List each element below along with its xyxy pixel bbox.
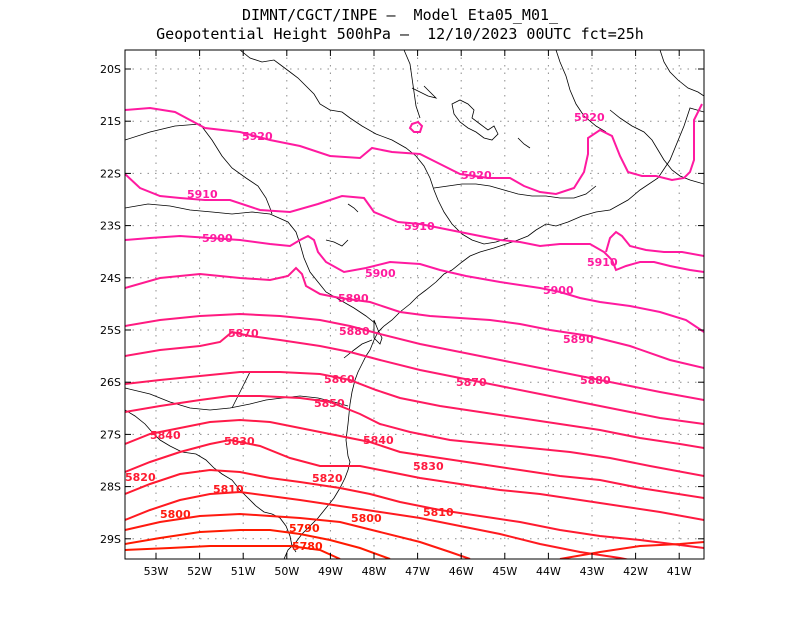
state-border	[343, 339, 373, 359]
state-border	[125, 409, 297, 553]
contour-label: 5810	[213, 483, 244, 496]
lon-tick-label: 44W	[536, 565, 561, 578]
contour-5840	[125, 418, 704, 499]
figure-title-line-1: DIMNT/CGCT/INPE – Model Eta05_M01_	[241, 6, 559, 24]
reservoir	[517, 137, 531, 149]
island	[373, 319, 383, 345]
state-border	[125, 123, 273, 215]
contour-label: 5800	[160, 508, 191, 521]
contour-5800	[125, 512, 471, 559]
reservoir	[347, 203, 359, 213]
contour-label: 5880	[339, 325, 370, 338]
contour-label: 5820	[125, 471, 156, 484]
contour-label: 5890	[338, 292, 369, 305]
reservoir	[451, 99, 499, 141]
coastline	[283, 107, 704, 559]
contour-label: 5890	[563, 333, 594, 346]
contour-label: 5870	[456, 376, 487, 389]
contour-label: 5850	[314, 397, 345, 410]
state-border	[125, 203, 377, 325]
contour-label: 5880	[580, 374, 611, 387]
axes: 53W 52W 51W 50W 49W 48W 47W 46W 45W 44W 43W 42W 41W 2…	[100, 50, 704, 578]
map-frame	[124, 49, 705, 560]
lat-tick-label: 23S	[100, 220, 121, 233]
contour-label: 5780	[292, 540, 323, 553]
contour-5830	[125, 438, 704, 521]
lon-tick-label: 47W	[405, 565, 430, 578]
lat-tick-label: 25S	[100, 324, 121, 337]
lat-tick-label: 22S	[100, 167, 121, 180]
contour-label: 5820	[312, 472, 343, 485]
contour-label: 5810	[423, 506, 454, 519]
state-border	[433, 183, 597, 199]
lon-tick-label: 41W	[667, 565, 692, 578]
state-border	[231, 371, 251, 409]
lon-tick-label: 50W	[274, 565, 299, 578]
contour-label: 5910	[404, 220, 435, 233]
contour-label: 5920	[242, 130, 273, 143]
contour-label: 5900	[543, 284, 574, 297]
lat-tick-label: 21S	[100, 115, 121, 128]
contour-label: 5900	[202, 232, 233, 245]
contour-label: 5800	[351, 512, 382, 525]
contour-5900	[125, 234, 704, 333]
contour-5880	[125, 312, 704, 401]
contour-5890	[125, 266, 704, 369]
state-border	[125, 387, 349, 411]
state-border	[555, 50, 607, 133]
state-border	[239, 50, 509, 245]
contour-label: 5920	[461, 169, 492, 182]
reservoir	[411, 85, 438, 99]
contour-label: 5910	[587, 256, 618, 269]
contour-label: 5870	[228, 327, 259, 340]
contour-label: 5910	[187, 188, 218, 201]
contour-5850	[125, 395, 704, 477]
contour-lines	[125, 103, 704, 559]
state-border	[403, 50, 421, 119]
contour-label: 5840	[363, 434, 394, 447]
state-border	[659, 50, 704, 97]
reservoir	[325, 239, 349, 247]
contour-5870	[125, 330, 704, 425]
lat-tick-label: 20S	[100, 63, 121, 76]
contour-label: 5920	[574, 111, 605, 124]
lon-tick-label: 49W	[318, 565, 343, 578]
contour-5910	[125, 173, 704, 273]
lon-tick-label: 45W	[492, 565, 517, 578]
lon-tick-label: 42W	[623, 565, 648, 578]
contour-label: 5790	[289, 522, 320, 535]
lat-tick-label: 29S	[100, 533, 121, 546]
contour-5810	[125, 490, 631, 559]
lat-tick-label: 28S	[100, 481, 121, 494]
lon-tick-label: 43W	[580, 565, 605, 578]
contour-label: 5830	[224, 435, 255, 448]
contour-5910-right	[605, 230, 704, 257]
contour-5860	[125, 371, 704, 449]
lon-tick-label: 51W	[231, 565, 256, 578]
lat-tick-label: 24S	[100, 272, 121, 285]
contour-5800-right	[559, 541, 704, 559]
contour-label: 5840	[150, 429, 181, 442]
lon-tick-label: 53W	[144, 565, 169, 578]
contour-5920	[125, 103, 703, 196]
figure-title-line-2: Geopotential Height 500hPa – 12/10/2023 …	[156, 25, 644, 43]
contour-label: 5830	[413, 460, 444, 473]
contour-5780	[125, 545, 341, 559]
contour-5820	[125, 468, 704, 549]
lon-tick-label: 52W	[187, 565, 212, 578]
contour-5920-loop	[408, 120, 424, 133]
contour-5790	[125, 529, 391, 559]
contour-label: 5900	[365, 267, 396, 280]
lon-tick-label: 46W	[449, 565, 474, 578]
contour-labels: 5920 5920 5920 5910 5910 5910 5900 5900 …	[125, 111, 618, 553]
lat-tick-label: 26S	[100, 376, 121, 389]
lat-tick-label: 27S	[100, 428, 121, 441]
lon-tick-label: 48W	[362, 565, 387, 578]
contour-label: 5860	[324, 373, 355, 386]
coastline-borders	[125, 50, 704, 559]
